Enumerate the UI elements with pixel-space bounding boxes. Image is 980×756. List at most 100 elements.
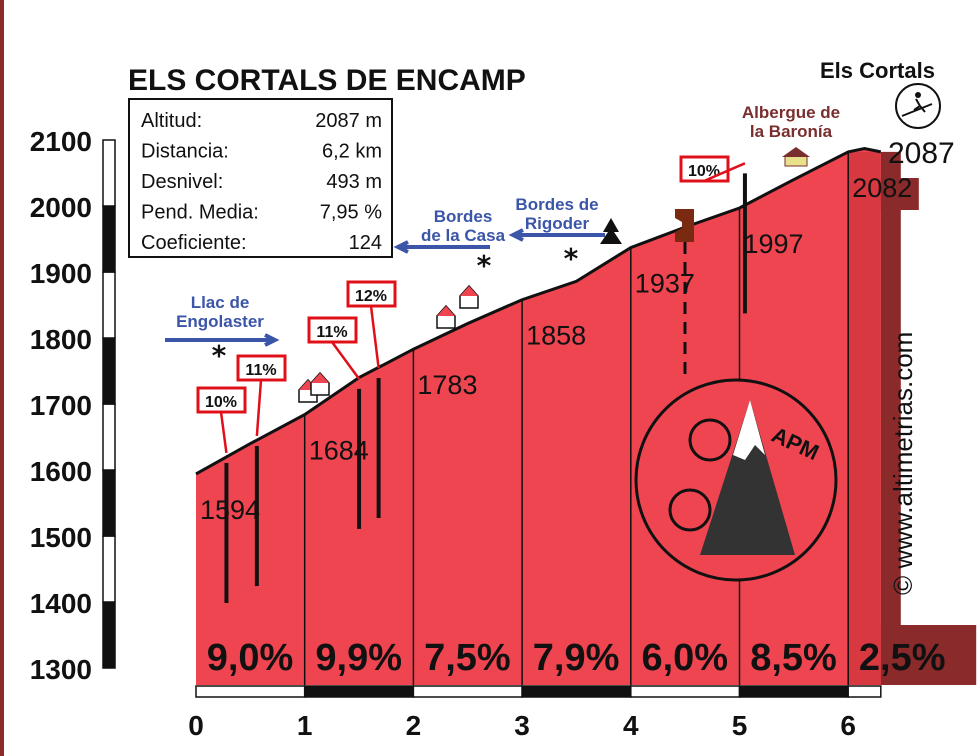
altitude-scale — [102, 139, 116, 669]
tree-icon — [600, 218, 622, 244]
max-grade-label: 10% — [205, 394, 237, 411]
viewpoint-icon: * — [564, 242, 579, 275]
place-label: Engolaster — [176, 312, 264, 331]
profile-line — [195, 147, 882, 476]
left-border — [0, 0, 4, 756]
scale-segment — [102, 403, 116, 471]
info-value: 7,95 % — [320, 202, 382, 224]
max-grade-label: 12% — [355, 288, 387, 305]
max-grade-arrow — [219, 411, 228, 454]
y-tick-label: 1400 — [30, 588, 92, 619]
segment-grade: 9,9% — [315, 637, 402, 679]
segment-grade: 8,5% — [750, 637, 837, 679]
scale-segment — [102, 271, 116, 339]
y-tick-label: 1600 — [30, 456, 92, 487]
place-label: Rigoder — [525, 214, 590, 233]
info-label: Altitud: — [141, 110, 202, 132]
y-tick-label: 2100 — [30, 126, 92, 157]
segment-grade: 7,5% — [424, 637, 511, 679]
km-bar-segment — [738, 685, 849, 698]
max-grade-arrow — [369, 305, 380, 369]
info-label: Desnivel: — [141, 171, 223, 193]
scale-segment — [102, 469, 116, 537]
place-label: Bordes de — [515, 195, 598, 214]
chart-title: ELS CORTALS DE ENCAMP — [128, 64, 526, 97]
y-tick-label: 1900 — [30, 258, 92, 289]
scale-segment — [102, 205, 116, 273]
x-tick-label: 0 — [188, 710, 204, 741]
place-label: Llac de — [191, 293, 250, 312]
max-grade-label: 11% — [245, 362, 276, 379]
info-value: 2087 m — [315, 110, 382, 132]
place-label: Albergue de — [742, 103, 840, 122]
max-grade-label: 10% — [688, 163, 720, 180]
ski-icon — [895, 83, 941, 129]
scale-segment — [102, 535, 116, 603]
roof-icon — [311, 373, 329, 383]
viewpoint-icon: * — [212, 339, 227, 372]
refuge-body — [784, 155, 808, 167]
x-tick-label: 4 — [623, 710, 639, 741]
segment-grade: 6,0% — [641, 637, 728, 679]
place-label: Bordes — [434, 207, 493, 226]
roof-icon — [437, 306, 455, 316]
km-bar-segment — [521, 685, 632, 698]
km-bar-segment — [303, 685, 415, 698]
segment-grade: 2,5% — [859, 637, 946, 679]
info-value: 124 — [349, 232, 382, 254]
x-tick-label: 2 — [406, 710, 422, 741]
summit-label-block — [878, 178, 919, 210]
summit-name: Els Cortals — [820, 58, 935, 83]
roof-icon — [460, 286, 478, 296]
km-altitude-label: 1858 — [526, 321, 586, 351]
x-tick-label: 1 — [297, 710, 313, 741]
x-tick-label: 3 — [514, 710, 530, 741]
scale-segment — [102, 337, 116, 405]
info-label: Coeficiente: — [141, 232, 247, 254]
y-tick-label: 1300 — [30, 654, 92, 685]
y-tick-label: 1500 — [30, 522, 92, 553]
max-grade-label: 11% — [316, 324, 347, 341]
max-grade-box — [236, 354, 287, 382]
apm-logo: APM — [634, 378, 838, 582]
km-altitude-label: 1997 — [744, 229, 804, 259]
profile-side — [880, 151, 901, 685]
direction-arrow — [165, 333, 280, 347]
km-altitude-label: 2082 — [852, 173, 912, 203]
direction-arrow — [393, 240, 490, 254]
info-value: 6,2 km — [322, 141, 382, 163]
tunnel-icon — [675, 209, 694, 242]
km-bar-segment — [630, 685, 741, 698]
x-axis-bar: 0 1 2 3 4 5 6 — [188, 685, 882, 741]
segment-grade: 7,9% — [533, 637, 620, 679]
km-altitude-label: 1594 — [200, 495, 260, 525]
direction-arrow — [508, 228, 605, 242]
place-label: la Baronía — [750, 122, 833, 141]
info-label: Pend. Media: — [141, 202, 259, 224]
max-grade-box — [196, 386, 247, 414]
max-grade-arrow — [255, 379, 263, 437]
refuge-icon — [782, 147, 810, 157]
last-segment — [848, 151, 881, 685]
km-altitude-label: 1783 — [417, 370, 477, 400]
max-grade-arrow — [703, 162, 746, 183]
summit-altitude: 2087 — [888, 137, 955, 170]
info-value: 493 m — [326, 171, 382, 193]
place-label: de la Casa — [421, 226, 506, 245]
watermark: © www.altimetrias.com — [888, 332, 918, 595]
km-bar-segment — [412, 685, 523, 698]
km-bar-segment — [195, 685, 306, 698]
segment-grade: 9,0% — [207, 637, 294, 679]
x-tick-label: 6 — [840, 710, 856, 741]
y-axis-ticks: 1300 1400 1500 1600 1700 1800 1900 2000 2100 — [30, 126, 92, 685]
info-box: Altitud: 2087 m Distancia: 6,2 km Desnivel: 4… — [128, 98, 393, 258]
y-tick-label: 1700 — [30, 390, 92, 421]
max-grade-box — [346, 280, 397, 308]
viewpoint-icon: * — [477, 249, 492, 282]
x-tick-label: 5 — [732, 710, 748, 741]
km-bar-segment — [847, 685, 882, 698]
y-tick-label: 1800 — [30, 324, 92, 355]
